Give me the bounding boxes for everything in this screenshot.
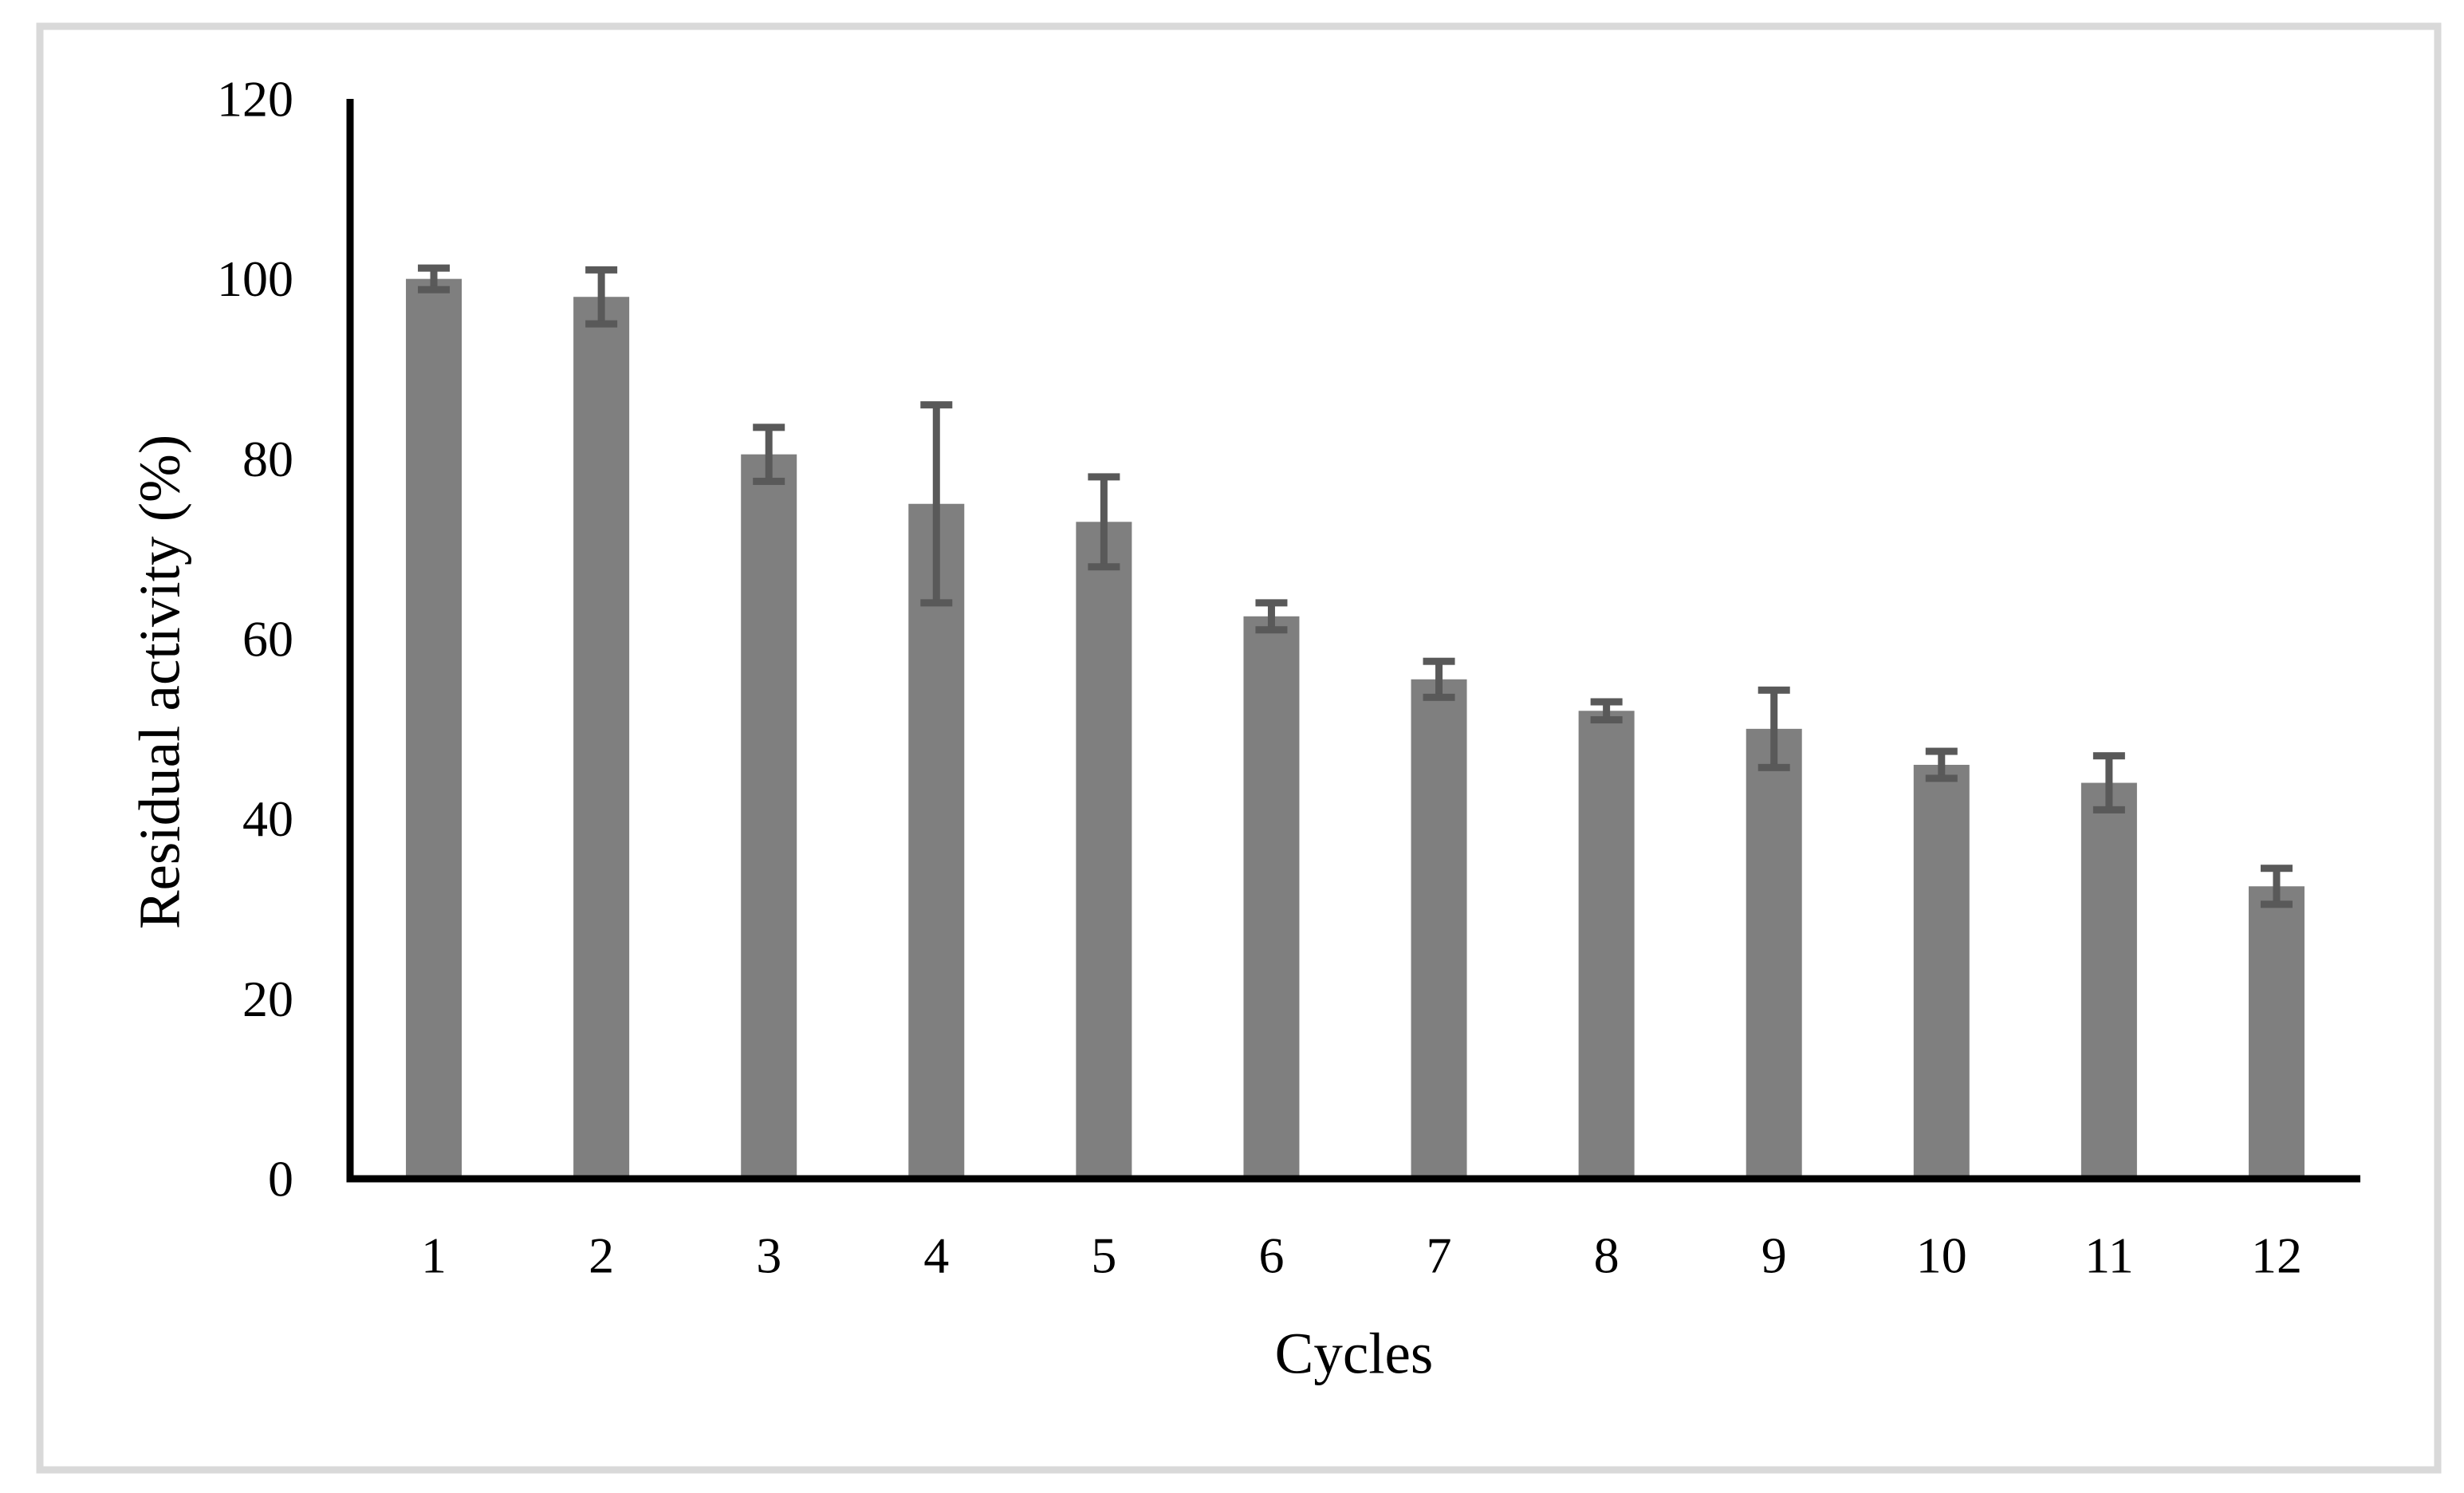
error-bar-cycle-5 (1088, 473, 1120, 571)
bar-cycle-3 (741, 454, 797, 1179)
error-bar-cycle-11 (2092, 752, 2125, 813)
x-axis-title: Cycles (1275, 1322, 1434, 1386)
x-tick-label-8: 8 (1594, 1227, 1620, 1284)
error-bar-cycle-9 (1757, 686, 1790, 771)
error-bar-cycle-12 (2260, 865, 2293, 908)
y-tick-label-80: 80 (242, 431, 293, 487)
bar-cycle-5 (1076, 522, 1132, 1179)
error-bar-cycle-1 (418, 264, 451, 293)
y-tick-label-20: 20 (242, 971, 293, 1027)
x-tick-label-4: 4 (923, 1227, 949, 1284)
x-tick-label-2: 2 (588, 1227, 614, 1284)
y-tick-label-60: 60 (242, 611, 293, 668)
bar-cycle-12 (2248, 886, 2305, 1179)
error-bar-cycle-3 (753, 423, 785, 486)
error-bar-cycle-2 (585, 266, 618, 328)
y-tick-label-120: 120 (217, 71, 293, 128)
bar-cycle-1 (406, 278, 462, 1180)
y-tick-label-100: 100 (217, 250, 293, 307)
x-tick-label-5: 5 (1091, 1227, 1116, 1284)
error-bar-cycle-10 (1925, 747, 1958, 782)
error-bar-cycle-8 (1590, 698, 1623, 724)
y-tick-label-40: 40 (242, 790, 293, 847)
bar-cycle-9 (1746, 728, 1802, 1179)
bar-cycle-7 (1411, 679, 1467, 1179)
x-tick-label-6: 6 (1258, 1227, 1284, 1284)
bar-cycle-2 (573, 297, 630, 1179)
x-tick-label-10: 10 (1916, 1227, 1967, 1284)
y-tick-labels-group: 0 20 40 60 80 100 120 (217, 71, 293, 1207)
x-tick-label-11: 11 (2084, 1227, 2134, 1284)
x-tick-labels-group: 1 2 3 4 5 6 7 8 9 10 11 12 (421, 1227, 2302, 1284)
x-tick-label-12: 12 (2251, 1227, 2302, 1284)
x-tick-label-3: 3 (756, 1227, 781, 1284)
figure-border (36, 22, 2442, 1474)
error-bars-group (418, 264, 2293, 908)
bar-cycle-8 (1578, 711, 1635, 1179)
bar-cycle-6 (1243, 616, 1300, 1179)
x-tick-label-1: 1 (421, 1227, 447, 1284)
bar-cycle-4 (908, 503, 965, 1179)
error-bar-cycle-4 (920, 401, 953, 607)
bar-cycle-10 (1913, 764, 1970, 1179)
bars-group (406, 278, 2305, 1180)
axes-group (346, 99, 2360, 1183)
x-tick-label-9: 9 (1761, 1227, 1787, 1284)
error-bar-cycle-7 (1423, 657, 1455, 701)
bar-cycle-11 (2080, 782, 2137, 1179)
x-tick-label-7: 7 (1427, 1227, 1452, 1284)
y-axis-title: Residual activity (%) (128, 435, 192, 929)
y-tick-label-0: 0 (268, 1151, 293, 1207)
error-bar-cycle-6 (1255, 599, 1288, 634)
